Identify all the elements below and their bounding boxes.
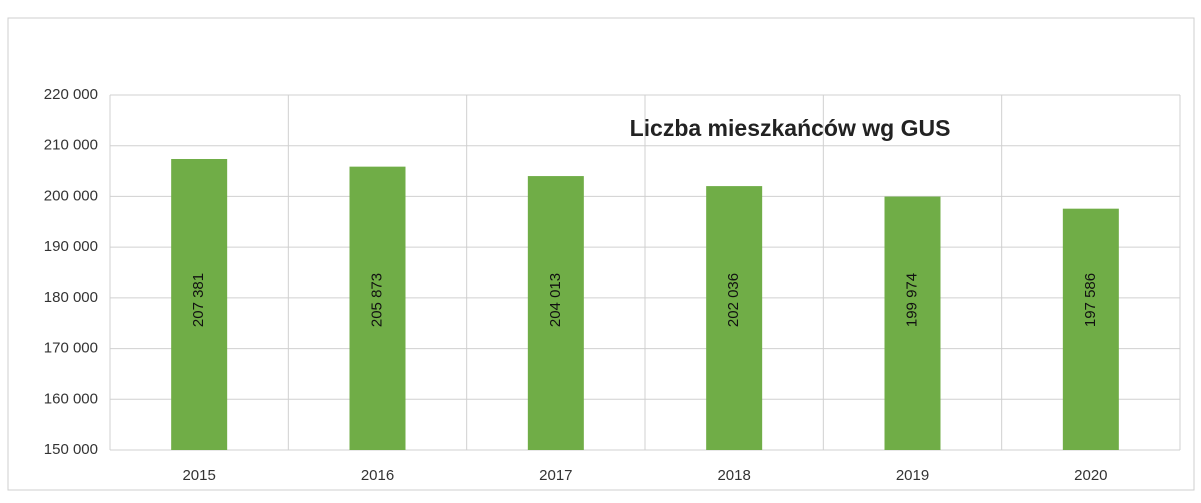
data-label: 197 586	[1082, 273, 1099, 327]
y-tick-label: 200 000	[44, 187, 98, 204]
bar	[884, 196, 941, 450]
data-label: 204 013	[547, 273, 564, 327]
x-tick-label: 2015	[182, 467, 215, 484]
x-tick-label: 2016	[361, 467, 394, 484]
x-tick-label: 2020	[1074, 467, 1107, 484]
x-tick-label: 2017	[539, 467, 572, 484]
y-tick-label: 190 000	[44, 238, 98, 255]
bar	[706, 186, 763, 450]
y-tick-label: 220 000	[44, 86, 98, 103]
data-label: 202 036	[725, 273, 742, 327]
y-tick-label: 150 000	[44, 441, 98, 458]
data-label: 207 381	[190, 273, 207, 327]
x-tick-label: 2019	[896, 467, 929, 484]
bar	[171, 158, 228, 451]
y-tick-label: 210 000	[44, 137, 98, 154]
data-label: 199 974	[903, 273, 920, 327]
data-label: 205 873	[368, 273, 385, 327]
bar	[1062, 208, 1119, 450]
y-tick-label: 180 000	[44, 289, 98, 306]
bar	[527, 176, 584, 450]
x-tick-label: 2018	[717, 467, 750, 484]
chart-title: Liczba mieszkańców wg GUS	[630, 115, 951, 141]
bar	[349, 166, 406, 450]
y-tick-label: 170 000	[44, 340, 98, 357]
y-tick-label: 160 000	[44, 390, 98, 407]
